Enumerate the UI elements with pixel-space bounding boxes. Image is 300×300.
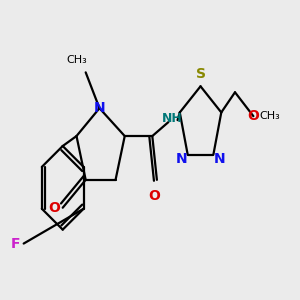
Text: CH₃: CH₃	[259, 111, 280, 121]
Text: CH₃: CH₃	[66, 56, 87, 65]
Text: N: N	[94, 101, 105, 115]
Text: NH: NH	[161, 112, 182, 124]
Text: N: N	[176, 152, 188, 166]
Text: O: O	[149, 189, 161, 203]
Text: N: N	[213, 152, 225, 166]
Text: S: S	[196, 68, 206, 81]
Text: F: F	[11, 237, 20, 250]
Text: O: O	[248, 109, 259, 123]
Text: O: O	[49, 201, 61, 215]
